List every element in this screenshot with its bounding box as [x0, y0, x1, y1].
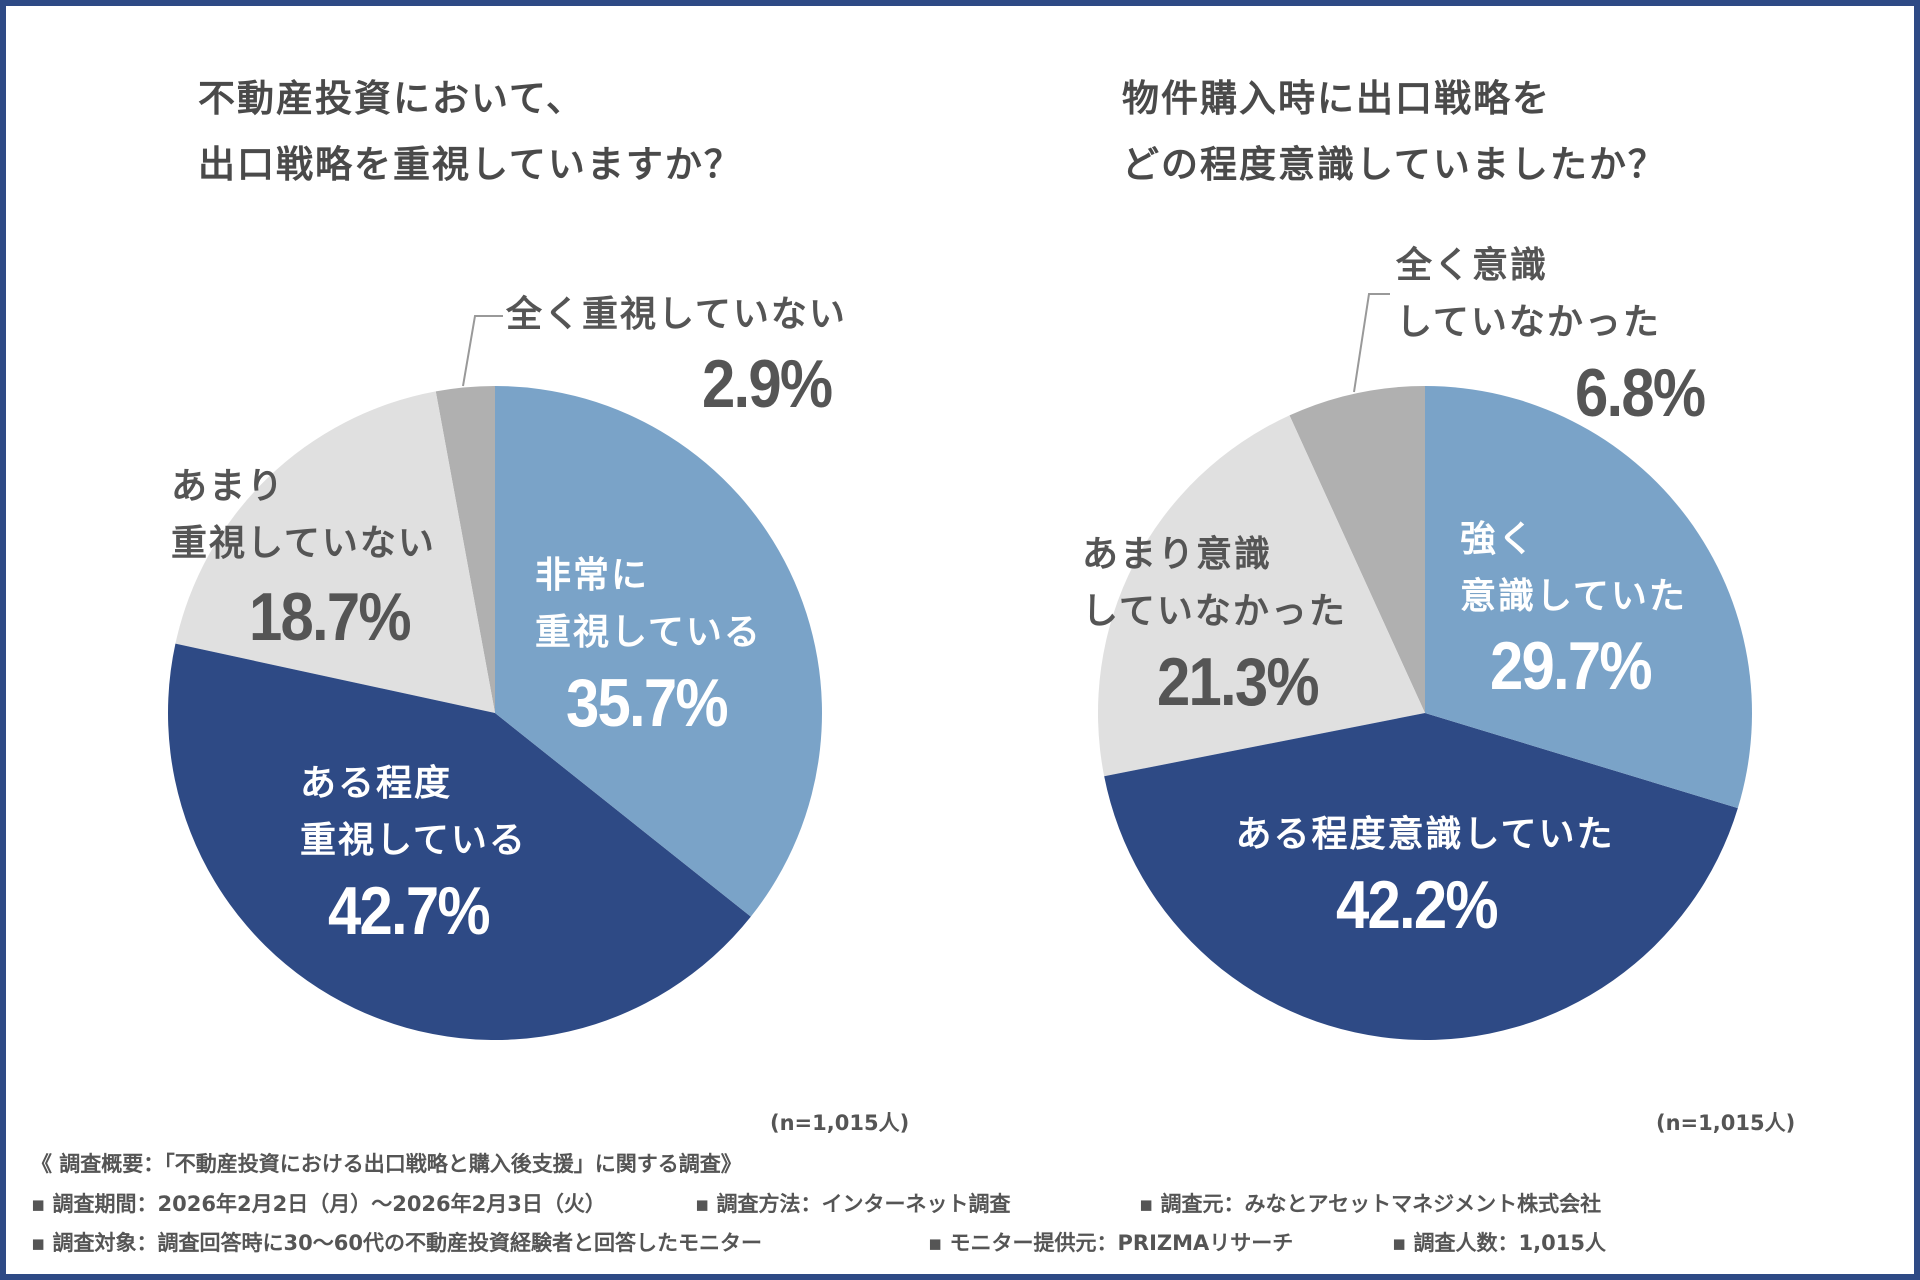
survey-period: ▪ 調査期間：2026年2月2日（月）～2026年2月3日（火）	[31, 1192, 606, 1216]
chart2-slice-2	[1104, 713, 1738, 1040]
c2-sample-size: (n=1,015人)	[1656, 1111, 1796, 1135]
leader-line-right	[1353, 293, 1390, 393]
chart1-slice-4	[435, 386, 495, 713]
chart2-title-line1: 物件購入時に出口戦略を	[1122, 77, 1551, 120]
chart1-title: 不動産投資において、 出口戦略を重視していますか？	[198, 66, 743, 198]
chart1-slice-1	[495, 386, 822, 917]
c1-label-very: 非常に 重視している	[535, 547, 762, 661]
c2-pct-strong: 29.7%	[1490, 628, 1653, 704]
chart1-slice-3	[175, 391, 495, 713]
chart2-slice-3	[1097, 415, 1425, 777]
survey-heading: 《 調査概要：「不動産投資における出口戦略と購入後支援」に関する調査》	[31, 1152, 742, 1176]
c1-label-little: あまり 重視していない	[171, 458, 436, 572]
survey-source: ▪ 調査元：みなとアセットマネジメント株式会社	[1139, 1192, 1602, 1216]
chart1-title-line2: 出口戦略を重視していますか？	[198, 143, 743, 186]
c1-sample-size: (n=1,015人)	[770, 1111, 910, 1135]
c2-label-little-l2: していなかった	[1082, 591, 1347, 632]
leader-line-left	[462, 315, 503, 387]
c2-label-strong-l1: 強く	[1460, 519, 1537, 560]
c2-label-strong-l2: 意識していた	[1460, 576, 1687, 617]
chart2-title-line2: どの程度意識していましたか？	[1122, 143, 1667, 186]
c2-label-little: あまり意識 していなかった	[1082, 526, 1347, 640]
chart2-slice-1	[1425, 386, 1752, 809]
c2-label-some: ある程度意識していた	[1235, 814, 1615, 855]
c1-pct-some: 42.7%	[328, 873, 491, 949]
c2-label-none-l1: 全く意識	[1396, 245, 1549, 286]
c1-pct-little: 18.7%	[249, 579, 412, 655]
c1-label-some-l2: 重視している	[300, 820, 527, 861]
c2-label-none-l2: していなかった	[1396, 302, 1661, 343]
c1-label-very-l1: 非常に	[535, 555, 650, 596]
c1-label-some: ある程度 重視している	[300, 755, 527, 869]
c2-label-none: 全く意識 していなかった	[1396, 237, 1661, 351]
c2-pct-little: 21.3%	[1157, 644, 1320, 720]
chart1-title-line1: 不動産投資において、	[198, 77, 586, 120]
chart2-slice-4	[1289, 386, 1425, 713]
survey-method: ▪ 調査方法：インターネット調査	[695, 1192, 1011, 1216]
chart2-title: 物件購入時に出口戦略を どの程度意識していましたか？	[1122, 66, 1667, 198]
chart1-slice-2	[167, 643, 751, 1041]
c1-label-little-l1: あまり	[171, 466, 286, 507]
c1-label-very-l2: 重視している	[535, 612, 762, 653]
c1-label-little-l2: 重視していない	[171, 523, 436, 564]
survey-count: ▪ 調査人数：1,015人	[1392, 1231, 1606, 1255]
c1-label-some-l1: ある程度	[300, 763, 453, 804]
survey-target: ▪ 調査対象：調査回答時に30～60代の不動産投資経験者と回答したモニター	[31, 1231, 762, 1255]
c1-pct-very: 35.7%	[566, 665, 729, 741]
c2-pct-none: 6.8%	[1575, 355, 1706, 431]
c1-label-none: 全く重視していない	[506, 294, 847, 335]
survey-panel: ▪ モニター提供元：PRIZMAリサーチ	[928, 1231, 1294, 1255]
c2-pct-some: 42.2%	[1336, 867, 1499, 943]
c1-pct-none: 2.9%	[702, 346, 833, 422]
c2-label-little-l1: あまり意識	[1082, 534, 1273, 575]
c2-label-strong: 強く 意識していた	[1460, 511, 1687, 625]
